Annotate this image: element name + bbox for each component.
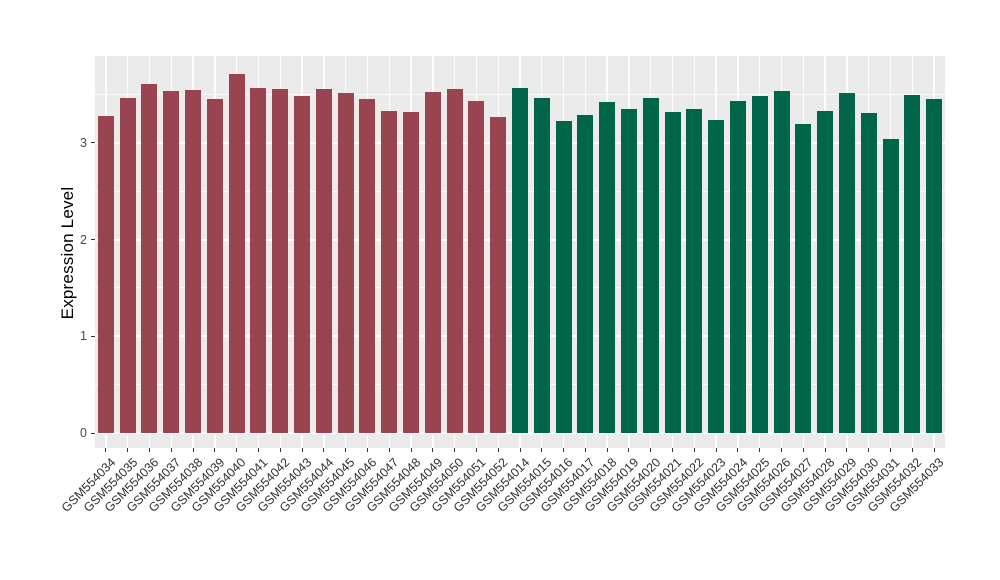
bar-GSM554026: [773, 90, 790, 433]
x-axis-tick: [628, 448, 630, 452]
bar-GSM554022: [686, 109, 703, 433]
bar-GSM554021: [664, 112, 681, 433]
bar-GSM554051: [468, 101, 485, 433]
x-axis-tick: [911, 448, 913, 452]
x-axis-tick: [846, 448, 848, 452]
bar-GSM554042: [272, 88, 289, 433]
bar-GSM554017: [577, 114, 594, 433]
x-axis-tick: [236, 448, 238, 452]
x-axis-tick: [257, 448, 259, 452]
x-axis-tick: [759, 448, 761, 452]
bar-GSM554039: [206, 98, 223, 433]
x-axis-tick: [693, 448, 695, 452]
bar-GSM554036: [141, 84, 158, 433]
x-axis-tick: [824, 448, 826, 452]
bar-GSM554040: [228, 74, 245, 433]
bar-GSM554035: [119, 97, 136, 433]
x-axis-tick: [170, 448, 172, 452]
x-axis-tick: [890, 448, 891, 452]
bar-GSM554015: [533, 97, 550, 433]
x-axis-tick: [148, 448, 150, 452]
y-tick-label: 2: [80, 232, 87, 247]
bar-GSM554016: [555, 120, 572, 433]
x-axis-tick: [541, 448, 543, 452]
y-tick-label: 1: [80, 329, 87, 344]
bar-GSM554041: [250, 87, 267, 433]
bar-GSM554032: [904, 94, 921, 433]
x-axis-tick: [650, 448, 652, 452]
bar-GSM554018: [599, 102, 616, 433]
bar-GSM554014: [512, 87, 528, 433]
x-axis-tick: [345, 448, 347, 452]
bar-GSM554029: [838, 92, 855, 433]
bar-GSM554038: [185, 89, 202, 433]
x-axis-tick: [606, 448, 608, 452]
x-axis-tick: [127, 448, 129, 452]
x-axis-tick: [323, 448, 325, 452]
x-axis-tick: [584, 448, 586, 452]
bar-GSM554030: [860, 113, 877, 433]
bar-GSM554048: [403, 112, 420, 433]
x-axis-tick: [868, 448, 870, 452]
bar-GSM554031: [882, 139, 899, 433]
bar-GSM554052: [490, 116, 507, 433]
bar-GSM554033: [926, 99, 943, 433]
x-axis-tick: [672, 448, 674, 452]
x-axis-tick: [214, 448, 216, 452]
bar-GSM554037: [163, 90, 180, 433]
x-axis-tick: [301, 448, 303, 452]
x-axis-tick: [366, 448, 368, 452]
x-axis-tick: [475, 448, 477, 452]
bar-GSM554049: [424, 91, 441, 433]
x-axis-tick: [388, 448, 390, 452]
y-axis-tick: [91, 335, 95, 337]
x-axis-tick: [454, 448, 456, 452]
x-axis-tick: [105, 448, 107, 452]
bar-GSM554043: [294, 95, 311, 433]
bar-GSM554045: [337, 92, 354, 433]
x-axis-tick: [802, 448, 804, 452]
bar-GSM554019: [620, 109, 637, 433]
x-axis-tick: [933, 448, 935, 452]
bar-GSM554046: [359, 99, 376, 433]
y-tick-label: 0: [80, 426, 87, 440]
y-axis-tick: [91, 239, 95, 241]
x-axis-tick: [781, 448, 783, 452]
bar-GSM554034: [97, 115, 114, 433]
bar-GSM554044: [315, 88, 332, 433]
x-axis-tick: [410, 448, 412, 452]
bar-GSM554050: [446, 88, 463, 433]
x-axis-tick: [497, 448, 499, 452]
bar-GSM554028: [817, 111, 834, 433]
x-axis-tick: [432, 448, 434, 452]
x-axis-tick: [737, 448, 739, 452]
x-axis-tick: [192, 448, 194, 452]
y-axis-title: Expression Level: [58, 186, 77, 320]
bar-GSM554025: [751, 95, 768, 433]
bar-GSM554023: [708, 119, 725, 433]
bar-GSM554047: [381, 111, 398, 433]
x-axis-tick: [279, 448, 281, 452]
y-tick-label: 3: [80, 135, 87, 150]
bar-GSM554024: [729, 101, 746, 433]
x-axis-tick: [519, 448, 521, 452]
x-axis-tick: [563, 448, 565, 452]
y-axis-tick: [91, 142, 95, 144]
bar-GSM554020: [642, 97, 659, 433]
x-axis-tick: [715, 448, 717, 452]
plot-panel: [95, 56, 945, 448]
y-axis-tick: [91, 432, 95, 434]
bar-GSM554027: [795, 123, 812, 433]
